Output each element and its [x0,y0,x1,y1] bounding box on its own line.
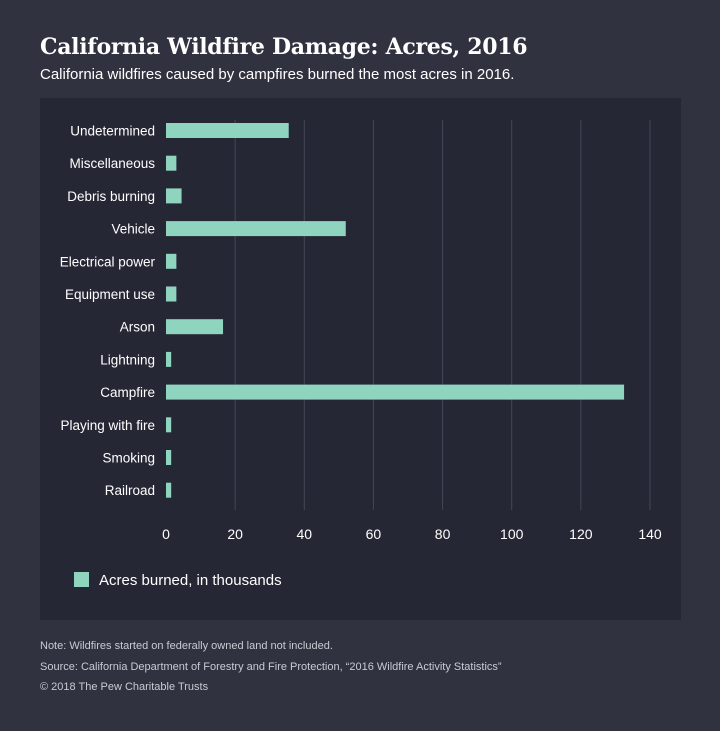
category-label: Campfire [100,385,155,400]
bar-electrical-power [166,253,177,269]
legend-label: Acres burned, in thousands [99,572,282,589]
category-labels: Undetermined Miscellaneous Debris burning V… [60,124,156,499]
grid-lines [234,120,651,510]
bar-debris-burning [166,188,182,204]
footer-copyright: © 2018 The Pew Charitable Trusts [40,681,209,693]
x-tick-label: 140 [638,526,662,542]
bar-vehicle [166,221,346,237]
category-label: Playing with fire [60,418,155,433]
x-tick-label: 40 [296,526,312,542]
bar-equipment-use [166,286,177,302]
x-tick-label: 80 [435,526,451,542]
bar-arson [166,319,224,335]
bar-railroad [166,482,172,498]
x-tick-label: 0 [162,526,170,542]
bar-playing-with-fire [166,417,172,433]
legend-swatch [74,572,89,587]
category-label: Electrical power [60,254,156,269]
bar-smoking [166,450,172,465]
x-tick-labels: 0 20 40 60 80 100 120 140 [162,526,662,542]
bar-lightning [166,351,172,367]
chart-title: California Wildfire Damage: Acres, 2016 [40,34,528,60]
category-label: Smoking [102,451,155,466]
x-tick-label: 60 [366,526,382,542]
category-label: Undetermined [70,124,155,139]
category-label: Arson [120,320,155,335]
category-label: Lightning [100,352,155,367]
chart-panel: Undetermined Miscellaneous Debris burning V… [40,98,681,620]
chart-subtitle: California wildfires caused by campfires… [40,66,515,83]
legend: Acres burned, in thousands [74,572,282,589]
x-tick-label: 100 [500,526,524,542]
x-tick-label: 20 [227,526,243,542]
category-label: Miscellaneous [69,156,155,171]
footer-source: Source: California Department of Forestr… [40,661,502,673]
bar-chart: Undetermined Miscellaneous Debris burning V… [60,120,662,589]
category-label: Vehicle [111,222,155,237]
bars [166,123,625,498]
category-label: Equipment use [65,287,155,302]
bar-undetermined [166,123,289,138]
category-label: Debris burning [67,189,155,204]
footer-note: Note: Wildfires started on federally own… [40,640,333,652]
bar-campfire [166,384,625,400]
category-label: Railroad [105,483,155,498]
x-tick-label: 120 [569,526,593,542]
bar-miscellaneous [166,155,177,171]
